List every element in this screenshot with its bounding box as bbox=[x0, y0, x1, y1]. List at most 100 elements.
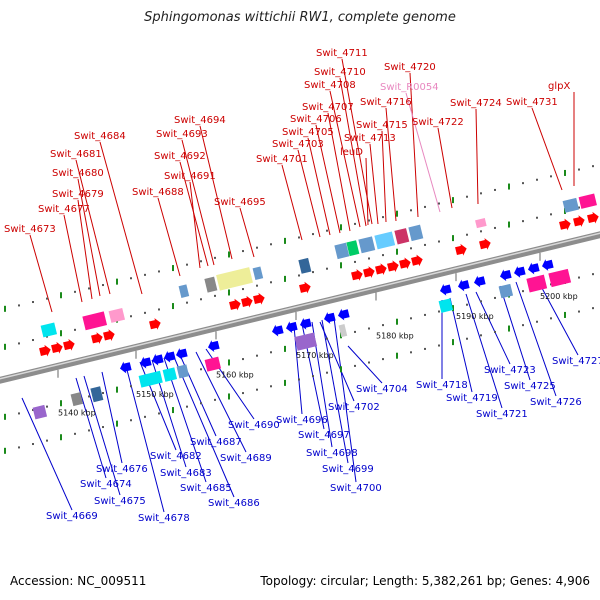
reverse-gene-arrow[interactable] bbox=[499, 268, 513, 282]
gene-label[interactable]: Swit_4687 bbox=[190, 437, 242, 448]
reverse-gene-arrow[interactable] bbox=[175, 347, 189, 361]
gene-label[interactable]: Swit_4681 bbox=[50, 149, 102, 160]
gene-label[interactable]: Swit_4726 bbox=[530, 397, 582, 408]
scale-tick-label: 5160 kbp bbox=[216, 370, 254, 379]
forward-gene-arrow[interactable] bbox=[253, 292, 267, 306]
guide-dot bbox=[396, 318, 398, 325]
gene-label[interactable]: Swit_4685 bbox=[180, 483, 232, 494]
gene-label[interactable]: Swit_4675 bbox=[94, 496, 146, 507]
forward-gene-arrow[interactable] bbox=[587, 211, 600, 225]
gene-label[interactable]: Swit_4678 bbox=[138, 513, 190, 524]
gene-label[interactable]: Swit_4692 bbox=[154, 151, 206, 162]
forward-gene-arrow[interactable] bbox=[375, 262, 389, 276]
gene-label[interactable]: Swit_4722 bbox=[412, 117, 464, 128]
gene-label[interactable]: Swit_4695 bbox=[214, 197, 266, 208]
reverse-gene-arrow[interactable] bbox=[527, 261, 541, 275]
reverse-gene-arrow[interactable] bbox=[285, 320, 299, 334]
gene-label[interactable]: Swit_4711 bbox=[316, 48, 368, 59]
gene-label[interactable]: Swit_4690 bbox=[228, 420, 280, 431]
forward-gene-arrow[interactable] bbox=[411, 253, 425, 267]
gene-label[interactable]: Swit_R0054 bbox=[380, 82, 439, 93]
gene-label[interactable]: Swit_4710 bbox=[314, 67, 366, 78]
gene-label[interactable]: leuD bbox=[340, 147, 363, 158]
guide-dot bbox=[354, 222, 356, 225]
gene-label[interactable]: Swit_4669 bbox=[46, 511, 98, 522]
gene-label[interactable]: Swit_4707 bbox=[302, 102, 354, 113]
gene-label[interactable]: Swit_4724 bbox=[450, 98, 502, 109]
gene-label[interactable]: Swit_4679 bbox=[52, 189, 104, 200]
reverse-gene-arrow[interactable] bbox=[457, 278, 471, 292]
gene-label[interactable]: Swit_4703 bbox=[272, 139, 324, 150]
forward-gene-arrow[interactable] bbox=[399, 256, 413, 270]
gene-label[interactable]: Swit_4706 bbox=[290, 114, 342, 125]
gene-label[interactable]: Swit_4682 bbox=[150, 451, 202, 462]
gene-label[interactable]: Swit_4680 bbox=[52, 168, 104, 179]
gene-label[interactable]: Swit_4719 bbox=[446, 393, 498, 404]
forward-gene-arrow[interactable] bbox=[351, 268, 365, 282]
gene-label[interactable]: Swit_4673 bbox=[4, 224, 56, 235]
reverse-gene-arrow[interactable] bbox=[439, 283, 453, 297]
gene-label[interactable]: Swit_4688 bbox=[132, 187, 184, 198]
forward-gene-arrow[interactable] bbox=[63, 338, 77, 352]
gene-label[interactable]: Swit_4723 bbox=[484, 365, 536, 376]
reverse-gene-arrow[interactable] bbox=[163, 350, 177, 364]
reverse-gene-arrow[interactable] bbox=[207, 339, 221, 353]
gene-label[interactable]: Swit_4674 bbox=[80, 479, 132, 490]
gene-label[interactable]: Swit_4694 bbox=[174, 115, 226, 126]
gene-label[interactable]: Swit_4696 bbox=[276, 415, 328, 426]
forward-gene-arrow[interactable] bbox=[149, 317, 163, 331]
gene-label[interactable]: Swit_4693 bbox=[156, 129, 208, 140]
forward-gene-arrow[interactable] bbox=[39, 344, 53, 358]
forward-gene-arrow[interactable] bbox=[51, 341, 65, 355]
forward-gene-arrow[interactable] bbox=[455, 243, 469, 257]
forward-gene-arrow[interactable] bbox=[103, 328, 117, 342]
gene-label[interactable]: Swit_4727 bbox=[552, 356, 600, 367]
gene-label[interactable]: Swit_4699 bbox=[322, 464, 374, 475]
forward-gene-arrow[interactable] bbox=[559, 217, 573, 231]
gene-label[interactable]: Swit_4676 bbox=[96, 464, 148, 475]
gene-label[interactable]: Swit_4704 bbox=[356, 384, 408, 395]
reverse-gene-arrow[interactable] bbox=[337, 307, 351, 321]
forward-gene-arrow[interactable] bbox=[241, 295, 255, 309]
gene-label[interactable]: Swit_4701 bbox=[256, 154, 308, 165]
gene-label[interactable]: Swit_4684 bbox=[74, 131, 126, 142]
reverse-gene-arrow[interactable] bbox=[271, 323, 285, 337]
gene-label[interactable]: Swit_4713 bbox=[344, 133, 396, 144]
forward-gene-arrow[interactable] bbox=[387, 259, 401, 273]
gene-label[interactable]: Swit_4720 bbox=[384, 62, 436, 73]
reverse-gene-arrow[interactable] bbox=[473, 274, 487, 288]
gene-label[interactable]: Swit_4686 bbox=[208, 498, 260, 509]
forward-gene-arrow[interactable] bbox=[299, 281, 313, 295]
gene-label[interactable]: Swit_4683 bbox=[160, 468, 212, 479]
guide-dot bbox=[60, 434, 62, 441]
reverse-gene-arrow[interactable] bbox=[513, 265, 527, 279]
gene-label[interactable]: Swit_4698 bbox=[306, 448, 358, 459]
reverse-gene-arrow[interactable] bbox=[151, 352, 165, 366]
reverse-gene-arrow[interactable] bbox=[541, 258, 555, 272]
forward-gene-arrow[interactable] bbox=[91, 331, 105, 345]
gene-label[interactable]: Swit_4721 bbox=[476, 409, 528, 420]
gene-label[interactable]: Swit_4705 bbox=[282, 127, 334, 138]
reverse-gene-arrow[interactable] bbox=[139, 355, 153, 369]
gene-label[interactable]: Swit_4697 bbox=[298, 430, 350, 441]
gene-label[interactable]: Swit_4677 bbox=[38, 204, 90, 215]
forward-gene-arrow[interactable] bbox=[363, 265, 377, 279]
gene-label[interactable]: Swit_4718 bbox=[416, 380, 468, 391]
gene-label[interactable]: Swit_4689 bbox=[220, 453, 272, 464]
forward-gene-arrow[interactable] bbox=[573, 214, 587, 228]
reverse-gene-arrow[interactable] bbox=[323, 311, 337, 325]
gene-label[interactable]: Swit_4708 bbox=[304, 80, 356, 91]
gene-label[interactable]: Swit_4716 bbox=[360, 97, 412, 108]
gene-label[interactable]: Swit_4731 bbox=[506, 97, 558, 108]
gene-label[interactable]: Swit_4725 bbox=[504, 381, 556, 392]
gene-label[interactable]: Swit_4715 bbox=[356, 120, 408, 131]
gene-label[interactable]: Swit_4691 bbox=[164, 171, 216, 182]
gene-label[interactable]: glpX bbox=[548, 81, 570, 92]
gene-label[interactable]: Swit_4702 bbox=[328, 402, 380, 413]
forward-gene-arrow[interactable] bbox=[479, 237, 493, 251]
forward-gene-arrow[interactable] bbox=[229, 298, 243, 312]
gene-label[interactable]: Swit_4700 bbox=[330, 483, 382, 494]
reverse-gene-arrow[interactable] bbox=[299, 317, 313, 331]
reverse-gene-arrow[interactable] bbox=[119, 360, 133, 374]
guide-dot bbox=[172, 265, 174, 272]
